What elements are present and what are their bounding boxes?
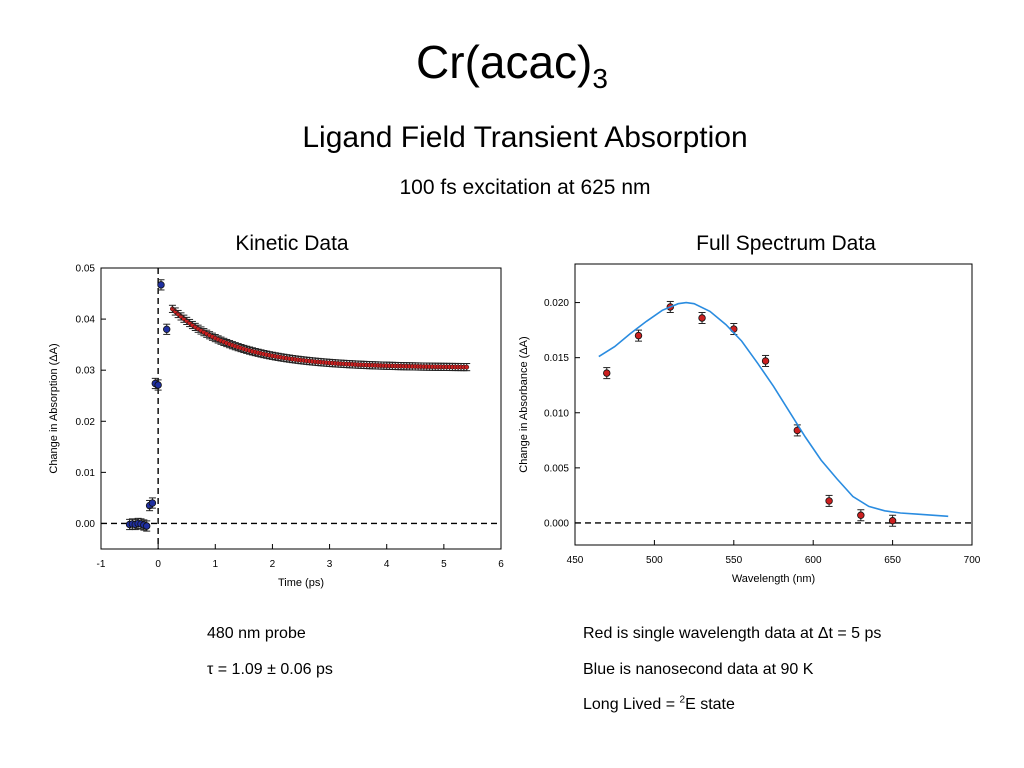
data-point bbox=[888, 517, 897, 525]
data-point bbox=[143, 522, 151, 530]
x-tick-label: 2 bbox=[270, 559, 276, 570]
data-point bbox=[154, 381, 162, 389]
x-axis-label: Time (ps) bbox=[278, 577, 324, 589]
red-data-note: Red is single wavelength data at Δt = 5 … bbox=[583, 625, 882, 642]
x-tick-label: 700 bbox=[964, 555, 981, 566]
y-axis-label: Change in Absorption (ΔA) bbox=[48, 343, 60, 473]
data-point bbox=[825, 497, 833, 505]
slide-subtitle: Ligand Field Transient Absorption bbox=[302, 121, 748, 154]
y-tick-label: 0.010 bbox=[544, 408, 569, 419]
x-tick-label: 450 bbox=[567, 555, 584, 566]
data-point bbox=[464, 364, 470, 370]
x-axis-label: Wavelength (nm) bbox=[732, 573, 815, 585]
x-tick-label: 3 bbox=[327, 559, 333, 570]
y-tick-label: 0.04 bbox=[76, 315, 96, 326]
x-tick-label: 4 bbox=[384, 559, 390, 570]
x-tick-label: 500 bbox=[646, 555, 663, 566]
long-lived-prefix: Long Lived = bbox=[583, 696, 680, 713]
data-point bbox=[148, 499, 157, 507]
long-lived-superscript: 2 bbox=[679, 694, 686, 706]
y-tick-label: 0.02 bbox=[76, 417, 96, 428]
y-axis-label: Change in Absorbance (ΔA) bbox=[518, 336, 530, 472]
data-point bbox=[857, 511, 865, 519]
y-tick-label: 0.005 bbox=[544, 463, 569, 474]
data-point bbox=[761, 357, 770, 365]
x-tick-label: 0 bbox=[155, 559, 161, 570]
x-tick-label: 1 bbox=[213, 559, 219, 570]
slide-title-subscript: 3 bbox=[592, 63, 608, 94]
y-tick-label: 0.015 bbox=[544, 353, 569, 364]
data-point bbox=[157, 281, 165, 289]
y-tick-label: 0.020 bbox=[544, 298, 569, 309]
data-point bbox=[634, 331, 643, 340]
data-point bbox=[163, 325, 171, 334]
excitation-note: 100 fs excitation at 625 nm bbox=[399, 176, 651, 199]
data-point bbox=[603, 369, 611, 377]
x-tick-label: -1 bbox=[97, 559, 106, 570]
plot-frame bbox=[574, 263, 973, 546]
y-tick-label: 0.03 bbox=[76, 366, 96, 377]
kinetic-panel-title: Kinetic Data bbox=[235, 232, 349, 255]
long-lived-note: Long Lived = 2E state bbox=[583, 695, 735, 715]
y-tick-label: 0.000 bbox=[544, 518, 569, 529]
tau-note: τ = 1.09 ± 0.06 ps bbox=[207, 661, 333, 678]
y-tick-label: 0.05 bbox=[76, 264, 96, 275]
long-lived-suffix: E state bbox=[685, 696, 735, 713]
slide-title-main: Cr(acac) bbox=[416, 36, 593, 88]
y-tick-label: 0.00 bbox=[76, 519, 96, 530]
blue-data-note: Blue is nanosecond data at 90 K bbox=[583, 661, 814, 678]
slide-title: Cr(acac)3 bbox=[0, 34, 1024, 93]
series-line bbox=[598, 301, 949, 518]
y-tick-label: 0.01 bbox=[76, 468, 96, 479]
probe-note: 480 nm probe bbox=[207, 625, 306, 642]
x-tick-label: 600 bbox=[805, 555, 822, 566]
x-tick-label: 650 bbox=[884, 555, 901, 566]
x-tick-label: 6 bbox=[498, 559, 504, 570]
plot-frame bbox=[100, 267, 502, 550]
x-tick-label: 550 bbox=[725, 555, 742, 566]
data-point bbox=[698, 314, 706, 322]
spectrum-panel-title: Full Spectrum Data bbox=[696, 232, 876, 255]
x-tick-label: 5 bbox=[441, 559, 447, 570]
